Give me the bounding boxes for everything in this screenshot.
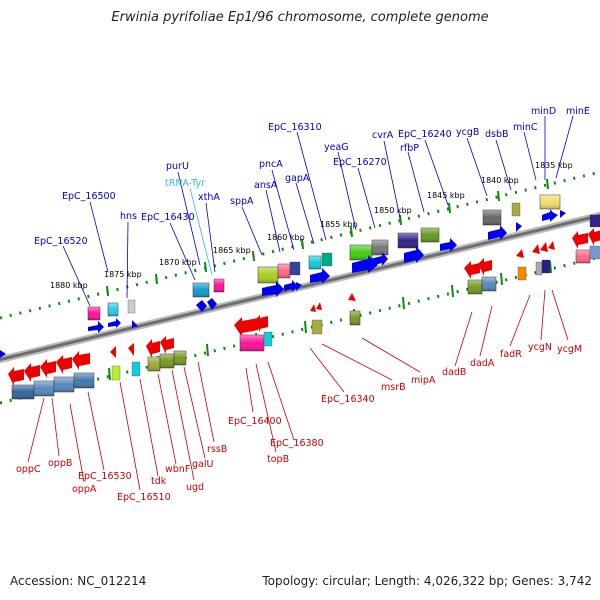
gene-label: ansA [254, 180, 278, 191]
bottom-gene-labels: oppC oppB oppA EpC_16530 EpC_16510 tdk w… [16, 342, 582, 503]
kbp-label: 1860 kbp [267, 233, 305, 242]
top-leader-lines [62, 115, 574, 307]
kbp-label: 1850 kbp [374, 206, 412, 215]
genome-title: Erwinia pyrifoliae Ep1/96 chromosome, co… [111, 10, 489, 25]
bottom-leader-lines [27, 289, 569, 491]
gene-label: EpC_16500 [62, 191, 116, 202]
gene-label: oppA [72, 484, 97, 495]
genome-stats-text: Topology: circular; Length: 4,026,322 bp… [262, 574, 592, 588]
gene-label: ycgB [456, 127, 479, 138]
kbp-label: 1865 kbp [213, 246, 251, 255]
gene-label: topB [267, 454, 289, 465]
kbp-label: 1855 kbp [320, 220, 358, 229]
gene-label: yeaG [324, 142, 349, 153]
gene-label: ycgM [557, 344, 582, 355]
kbp-label: 1875 kbp [104, 270, 142, 279]
gene-label: purU [166, 161, 189, 172]
gene-label: hns [120, 211, 137, 222]
gene-label: EpC_16310 [268, 122, 322, 133]
kbp-label: 1880 kbp [50, 281, 88, 290]
genome-backbone [0, 211, 600, 364]
gene-label: wbnF [165, 464, 190, 475]
kbp-label: 1835 kbp [535, 161, 573, 170]
gene-label: EpC_16340 [321, 394, 375, 405]
lower-feature-blocks [11, 245, 600, 400]
gene-label: dsbB [485, 129, 509, 140]
gene-label: EpC_16520 [34, 236, 88, 247]
gene-label: EpC_16240 [398, 129, 452, 140]
gene-label: mipA [411, 375, 436, 386]
kbp-label: 1840 kbp [481, 176, 519, 185]
gene-label: sppA [230, 196, 254, 207]
gene-label: oppC [16, 464, 41, 475]
gene-label: tRNA-Tyr [165, 178, 205, 189]
gene-label: EpC_16510 [117, 492, 171, 503]
gene-label: dadA [470, 358, 495, 369]
gene-label: minD [531, 106, 556, 117]
gene-label: EpC_16530 [78, 471, 132, 482]
gene-label: ycgN [528, 342, 552, 353]
gene-label: pncA [259, 159, 283, 170]
gene-label: fadR [500, 349, 522, 360]
gene-label: xthA [198, 192, 220, 203]
gene-label: rssB [207, 444, 227, 455]
trna-leader-line [189, 187, 213, 276]
gene-label: minE [566, 106, 590, 117]
gene-label: msrB [381, 382, 406, 393]
gene-label: tdk [151, 476, 167, 487]
reverse-gene-arrows [8, 228, 600, 386]
gene-label: EpC_16400 [228, 416, 282, 427]
upper-feature-blocks [87, 194, 600, 321]
gene-label: oppB [48, 458, 72, 469]
gene-label: EpC_16430 [141, 212, 195, 223]
gene-label: rfbP [400, 143, 419, 154]
forward-gene-arrows [0, 209, 566, 358]
kbp-label: 1845 kbp [427, 191, 465, 200]
gene-label: galU [192, 459, 213, 470]
gene-label: ugd [186, 482, 204, 493]
kbp-label: 1870 kbp [159, 258, 197, 267]
accession-text: Accession: NC_012214 [10, 574, 147, 588]
gene-label: EpC_16270 [333, 157, 387, 168]
kbp-tick-labels: 1880 kbp 1875 kbp 1870 kbp 1865 kbp 1860… [50, 161, 573, 290]
gene-label: gapA [285, 173, 310, 184]
gene-label: cvrA [372, 130, 394, 141]
top-gene-labels: EpC_16520 EpC_16500 hns EpC_16430 purU t… [34, 106, 590, 247]
gene-label: EpC_16380 [270, 438, 324, 449]
gene-label: dadB [442, 367, 466, 378]
gene-label: minC [513, 122, 538, 133]
